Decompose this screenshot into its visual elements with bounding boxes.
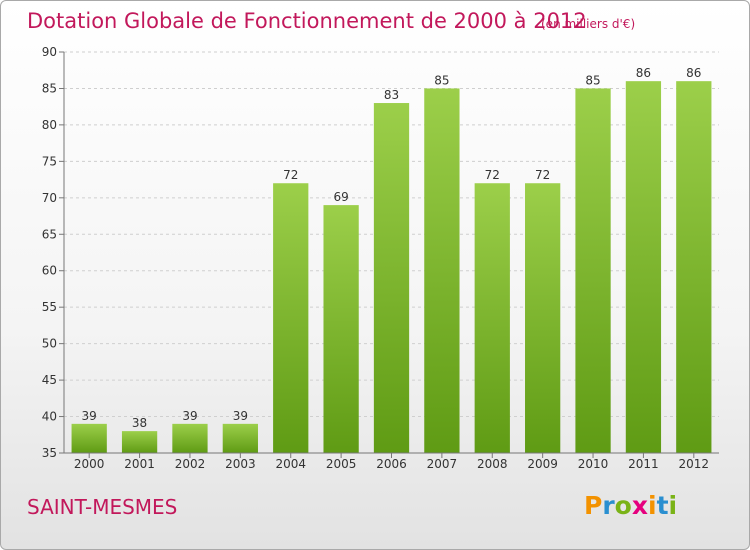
- y-tick-label: 55: [42, 300, 57, 314]
- bar: [575, 88, 611, 454]
- x-tick-label: 2011: [628, 457, 659, 471]
- bar: [676, 81, 712, 453]
- y-tick-label: 90: [42, 45, 57, 59]
- x-tick-label: 2000: [74, 457, 105, 471]
- data-label: 72: [535, 168, 550, 182]
- bar: [121, 431, 158, 453]
- bar: [172, 423, 208, 453]
- y-tick-label: 80: [42, 118, 57, 132]
- bar: [273, 183, 309, 453]
- x-tick-label: 2012: [679, 457, 710, 471]
- x-tick-label: 2006: [376, 457, 407, 471]
- bar: [323, 205, 359, 453]
- x-tick-label: 2008: [477, 457, 508, 471]
- proxiti-logo: Proxiti: [584, 491, 677, 520]
- data-label: 72: [485, 168, 500, 182]
- bar: [525, 183, 561, 453]
- y-tick-label: 75: [42, 154, 57, 168]
- y-tick-label: 65: [42, 227, 57, 241]
- bar: [474, 183, 510, 453]
- place-name: SAINT-MESMES: [27, 495, 178, 519]
- data-label: 39: [182, 409, 197, 423]
- axes: 35 40 45 50 55 60 65 70 75 80 85 90 2000 2001 2002 2003…: [42, 45, 719, 471]
- y-tick-label: 60: [42, 264, 57, 278]
- bar: [424, 88, 460, 454]
- data-label: 85: [434, 73, 449, 87]
- x-tick-label: 2002: [175, 457, 206, 471]
- data-label: 85: [585, 73, 600, 87]
- logo-letter: t: [656, 491, 669, 520]
- data-label: 86: [686, 66, 701, 80]
- x-tick-label: 2003: [225, 457, 256, 471]
- bar: [373, 103, 410, 453]
- logo-letter: P: [584, 491, 603, 520]
- logo-letter: r: [602, 491, 615, 520]
- chart-title: Dotation Globale de Fonctionnement de 20…: [27, 9, 587, 33]
- data-label: 39: [233, 409, 248, 423]
- chart-subtitle: (en milliers d'€): [541, 17, 636, 31]
- logo-letter: i: [668, 491, 678, 520]
- y-tick-label: 85: [42, 81, 57, 95]
- y-tick-label: 45: [42, 373, 57, 387]
- data-label: 39: [82, 409, 97, 423]
- x-tick-label: 2007: [427, 457, 458, 471]
- data-label: 86: [636, 66, 651, 80]
- data-label: 83: [384, 88, 399, 102]
- bar: [222, 423, 258, 453]
- data-label: 38: [132, 416, 147, 430]
- data-label: 69: [333, 190, 348, 204]
- y-tick-label: 40: [42, 410, 57, 424]
- x-tick-label: 2010: [578, 457, 609, 471]
- x-tick-label: 2001: [124, 457, 155, 471]
- logo-letter: x: [631, 491, 648, 520]
- y-tick-label: 70: [42, 191, 57, 205]
- x-tick-label: 2005: [326, 457, 357, 471]
- bar: [625, 81, 662, 453]
- logo-letter: o: [614, 491, 632, 520]
- y-tick-label: 35: [42, 446, 57, 460]
- y-tick-label: 50: [42, 337, 57, 351]
- bar: [71, 423, 107, 453]
- x-tick-label: 2009: [527, 457, 558, 471]
- x-tick-label: 2004: [275, 457, 306, 471]
- logo-letter: i: [648, 491, 657, 520]
- bars: 39 38 39 39 72 69 83 85 72 72 85 86 86: [71, 66, 712, 454]
- data-label: 72: [283, 168, 298, 182]
